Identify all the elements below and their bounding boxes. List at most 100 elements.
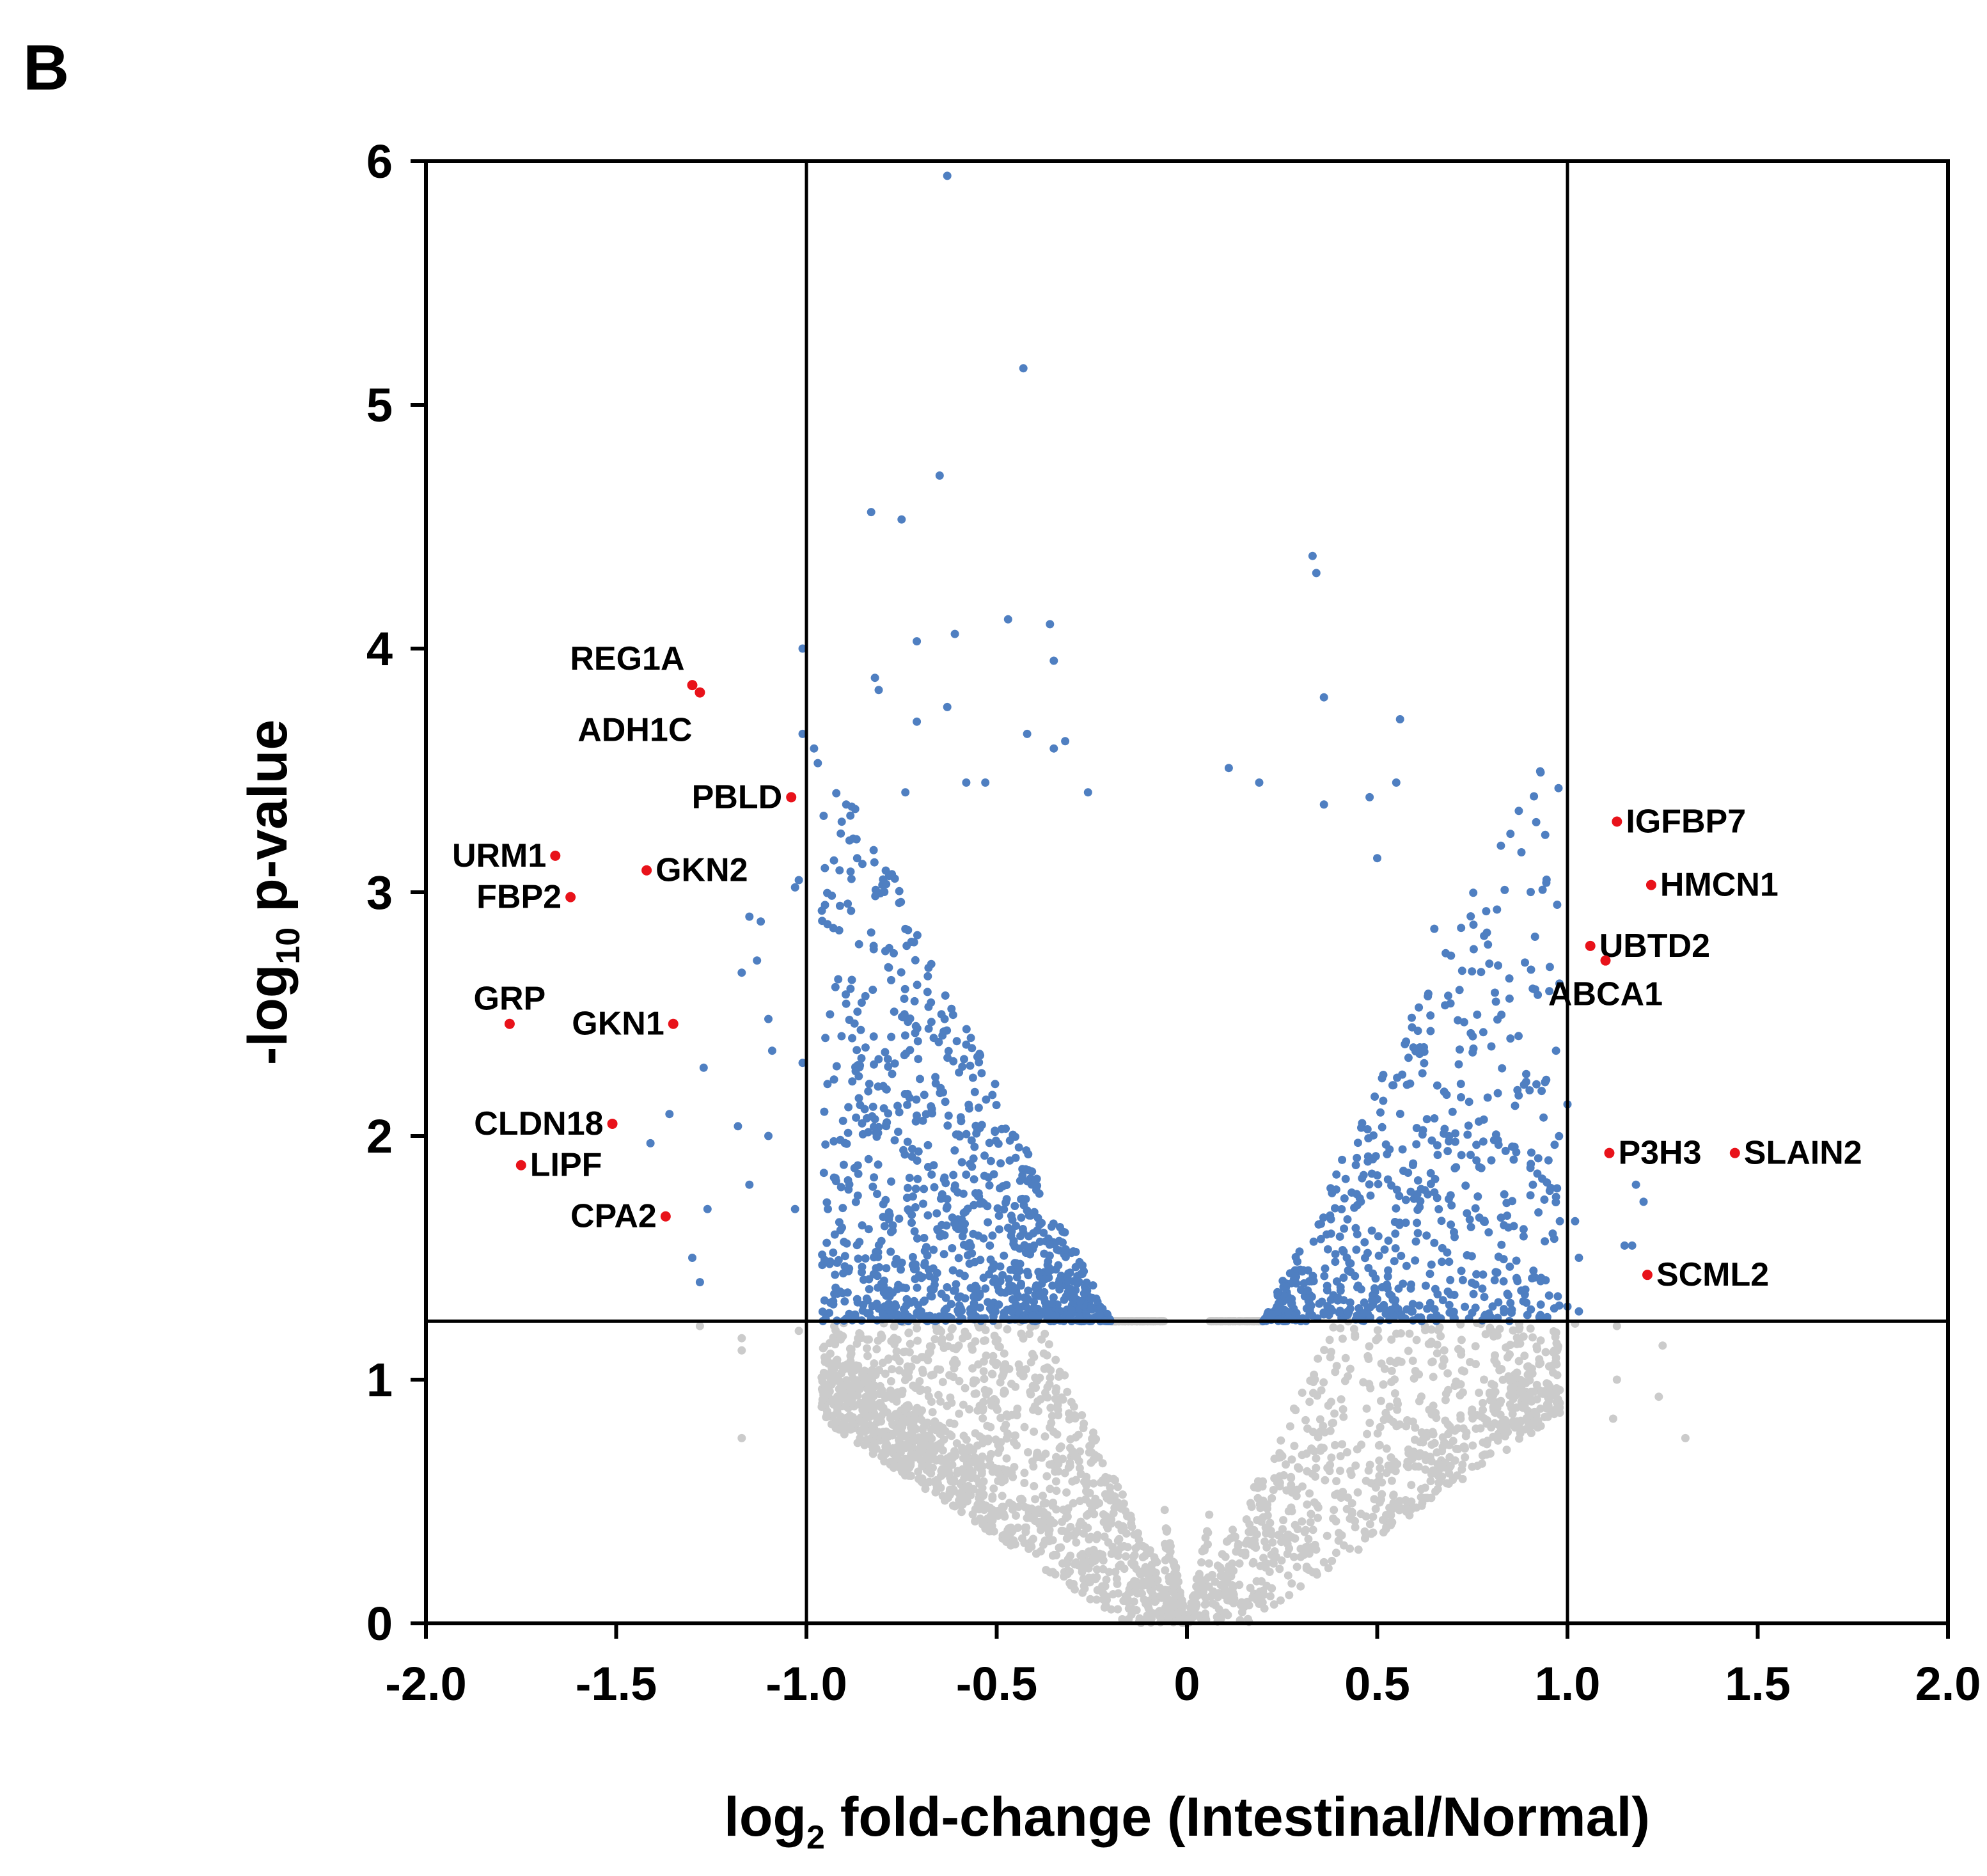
significant-point bbox=[835, 901, 844, 910]
significant-point bbox=[865, 1275, 874, 1284]
nonsignificant-point bbox=[872, 1344, 881, 1353]
nonsignificant-point bbox=[936, 1397, 945, 1406]
significant-point bbox=[996, 1159, 1005, 1168]
significant-point bbox=[1316, 1234, 1325, 1243]
significant-point bbox=[1519, 1232, 1528, 1241]
significant-point bbox=[844, 1128, 852, 1137]
nonsignificant-point bbox=[1130, 1550, 1139, 1559]
significant-point bbox=[1356, 1197, 1365, 1206]
significant-point bbox=[884, 872, 893, 881]
significant-point bbox=[1093, 1297, 1102, 1306]
nonsignificant-point bbox=[1412, 1336, 1421, 1344]
nonsignificant-point bbox=[1496, 1396, 1505, 1405]
nonsignificant-point bbox=[903, 1362, 912, 1371]
significant-point bbox=[1555, 979, 1564, 988]
significant-point bbox=[986, 1156, 995, 1165]
significant-point bbox=[1553, 1292, 1562, 1301]
significant-point bbox=[1007, 1227, 1016, 1236]
significant-point bbox=[1444, 1195, 1453, 1204]
significant-point bbox=[912, 1095, 921, 1104]
significant-point bbox=[838, 1116, 847, 1125]
nonsignificant-point bbox=[975, 1479, 984, 1488]
significant-point bbox=[918, 1116, 927, 1125]
nonsignificant-point bbox=[1327, 1453, 1336, 1462]
nonsignificant-point bbox=[956, 1501, 965, 1509]
significant-point bbox=[1049, 744, 1058, 753]
nonsignificant-point bbox=[1458, 1474, 1467, 1483]
nonsignificant-point bbox=[1170, 1558, 1178, 1567]
nonsignificant-point bbox=[1525, 1376, 1534, 1385]
nonsignificant-point bbox=[841, 1402, 850, 1411]
significant-point bbox=[937, 1289, 946, 1298]
significant-point bbox=[1028, 1167, 1037, 1176]
significant-point bbox=[1312, 569, 1321, 578]
significant-point bbox=[1017, 1213, 1026, 1222]
nonsignificant-point bbox=[1536, 1359, 1545, 1368]
significant-point bbox=[1468, 1032, 1477, 1041]
significant-point bbox=[1527, 1148, 1535, 1157]
significant-point bbox=[930, 1183, 939, 1192]
significant-point bbox=[820, 1256, 829, 1265]
significant-point bbox=[1398, 1145, 1407, 1154]
significant-point bbox=[955, 1269, 964, 1278]
significant-point bbox=[1255, 778, 1264, 787]
nonsignificant-point bbox=[896, 1446, 905, 1454]
significant-point bbox=[1411, 1256, 1420, 1265]
nonsignificant-point bbox=[1277, 1556, 1286, 1565]
nonsignificant-point bbox=[994, 1342, 1003, 1351]
nonsignificant-point bbox=[1389, 1492, 1398, 1500]
nonsignificant-point bbox=[1138, 1589, 1146, 1598]
nonsignificant-point bbox=[1468, 1462, 1477, 1471]
nonsignificant-point bbox=[1353, 1488, 1362, 1497]
nonsignificant-point bbox=[1444, 1430, 1453, 1439]
nonsignificant-point bbox=[925, 1478, 934, 1486]
significant-point bbox=[938, 1190, 946, 1199]
significant-point bbox=[904, 1183, 912, 1192]
nonsignificant-point bbox=[901, 1431, 910, 1440]
significant-point bbox=[839, 1160, 848, 1169]
nonsignificant-point bbox=[1351, 1461, 1360, 1470]
significant-point bbox=[1424, 989, 1433, 998]
nonsignificant-point bbox=[1490, 1419, 1499, 1428]
significant-point bbox=[962, 1025, 971, 1034]
significant-point bbox=[863, 1296, 872, 1305]
nonsignificant-point bbox=[883, 1432, 892, 1441]
significant-point bbox=[1404, 1053, 1413, 1062]
significant-point bbox=[897, 1283, 906, 1292]
nonsignificant-point bbox=[1261, 1523, 1270, 1532]
nonsignificant-point bbox=[1019, 1372, 1028, 1381]
nonsignificant-point bbox=[1074, 1457, 1083, 1465]
significant-point bbox=[1454, 1016, 1463, 1025]
nonsignificant-point bbox=[1000, 1387, 1009, 1396]
nonsignificant-point bbox=[1166, 1547, 1175, 1556]
significant-point bbox=[1021, 1195, 1030, 1204]
significant-point bbox=[1369, 1131, 1378, 1140]
nonsignificant-point bbox=[1046, 1373, 1055, 1382]
nonsignificant-point bbox=[944, 1466, 953, 1475]
significant-point bbox=[910, 997, 919, 1005]
nonsignificant-point bbox=[1197, 1577, 1206, 1586]
significant-point bbox=[968, 1311, 977, 1320]
nonsignificant-point bbox=[967, 1341, 976, 1350]
significant-point bbox=[1326, 1184, 1335, 1193]
significant-point bbox=[907, 1298, 915, 1307]
significant-point bbox=[1639, 1197, 1648, 1206]
nonsignificant-point bbox=[1478, 1451, 1487, 1460]
nonsignificant-point bbox=[1374, 1441, 1383, 1450]
highlight-point bbox=[1645, 879, 1656, 890]
significant-point bbox=[1628, 1241, 1637, 1250]
significant-point bbox=[1529, 1266, 1538, 1275]
nonsignificant-point bbox=[1382, 1511, 1390, 1520]
nonsignificant-point bbox=[1097, 1586, 1106, 1595]
nonsignificant-point bbox=[975, 1463, 984, 1472]
nonsignificant-point bbox=[1420, 1451, 1429, 1460]
significant-point bbox=[1469, 945, 1478, 954]
nonsignificant-point bbox=[988, 1516, 997, 1525]
significant-point bbox=[1025, 1243, 1033, 1252]
significant-point bbox=[1383, 1272, 1392, 1281]
significant-point bbox=[831, 1283, 840, 1292]
nonsignificant-point bbox=[934, 1391, 943, 1399]
significant-point bbox=[1430, 1188, 1439, 1197]
nonsignificant-point bbox=[1221, 1587, 1230, 1595]
